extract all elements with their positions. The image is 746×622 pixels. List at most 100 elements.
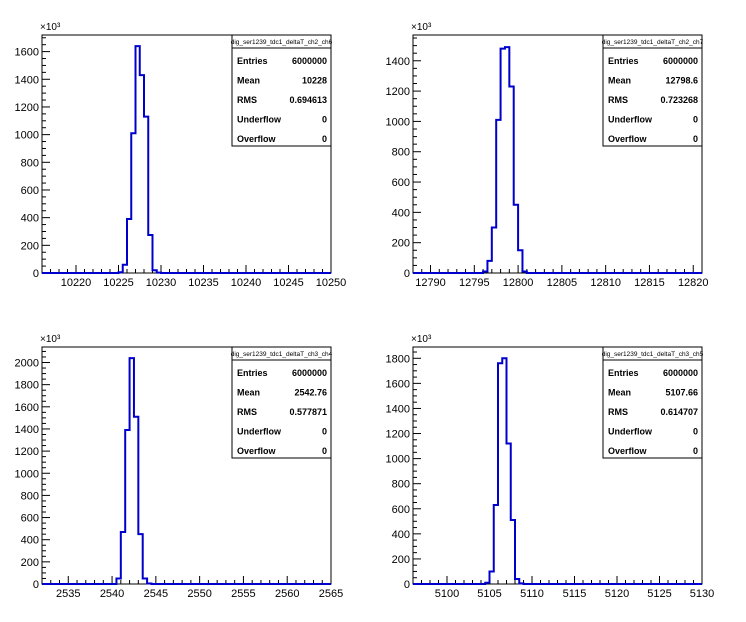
y-tick-label: 1000 (15, 130, 39, 142)
histogram-bin (140, 75, 144, 273)
histogram-bin (519, 583, 523, 584)
stats-label: Entries (608, 368, 639, 378)
stats-box: dig_ser1239_tdc1_deltaT_ch3_ch4 Entries 60… (231, 346, 333, 459)
histogram-bin (505, 47, 509, 273)
histogram-bin (123, 265, 127, 273)
y-tick-label: 0 (33, 268, 39, 280)
x-tick-label: 2560 (275, 588, 299, 600)
x-tick-label: 10230 (146, 277, 177, 289)
stats-box: dig_ser1239_tdc1_deltaT_ch2_ch7 Entries 60… (602, 34, 704, 147)
stats-value: 0 (693, 134, 698, 144)
y-tick-label: 1400 (15, 74, 39, 86)
y-tick-label: 600 (21, 513, 39, 525)
x-tick-label: 10235 (188, 277, 219, 289)
y-tick-label: 200 (392, 238, 410, 250)
histogram-bin (136, 46, 140, 273)
stats-value: 0 (693, 446, 698, 456)
x-tick-label: 2535 (56, 588, 80, 600)
stats-value: 0 (322, 446, 327, 456)
stats-label: RMS (237, 407, 257, 417)
x-tick-label: 10240 (231, 277, 262, 289)
stats-label: Underflow (608, 115, 653, 125)
x-tick-label: 2555 (231, 588, 255, 600)
stats-box-frame (602, 346, 703, 459)
histogram-pad-2: 12790 12795 12800 12805 12810 12815 12820 0 200 4… (386, 22, 709, 289)
x-tick-label: 5125 (647, 588, 671, 600)
y-tick-label: 1000 (386, 454, 410, 466)
stats-box-frame (231, 346, 332, 459)
histogram-bin (502, 358, 506, 584)
stats-label: Mean (237, 76, 260, 86)
y-tick-label: 1800 (386, 353, 410, 365)
stats-value: 6000000 (663, 368, 698, 378)
stats-value: 0.577871 (289, 407, 327, 417)
stats-label: Mean (237, 388, 260, 398)
histogram-pad-1: 10220 10225 10230 10235 10240 10245 10250 0 200 4… (15, 22, 347, 289)
stats-title: dig_ser1239_tdc1_deltaT_ch3_ch5 (602, 351, 704, 358)
y-exponent-label: ×10³ (40, 334, 61, 345)
histogram-bin (507, 444, 511, 584)
histogram-bin (490, 571, 494, 584)
stats-value: 2542.76 (294, 388, 327, 398)
histogram-bin (487, 261, 491, 273)
x-tick-label: 10225 (103, 277, 134, 289)
histogram-bin (147, 583, 151, 584)
histogram-bin (515, 579, 519, 584)
histogram-bin (518, 250, 522, 273)
y-tick-label: 400 (392, 529, 410, 541)
histogram-bin (127, 219, 131, 273)
stats-value: 0 (693, 115, 698, 125)
stats-label: Underflow (237, 427, 282, 437)
stats-label: RMS (237, 95, 257, 105)
histogram-bin (492, 228, 496, 273)
y-tick-label: 400 (392, 207, 410, 219)
stats-title: dig_ser1239_tdc1_deltaT_ch3_ch4 (231, 351, 333, 358)
histogram-bin (483, 271, 487, 273)
x-tick-label: 12795 (459, 277, 490, 289)
stats-value: 6000000 (292, 56, 327, 66)
y-tick-label: 800 (392, 147, 410, 159)
histogram-bin (121, 532, 125, 584)
stats-label: Underflow (237, 115, 282, 125)
histogram-bin (494, 505, 498, 584)
x-tick-label: 10220 (61, 277, 92, 289)
stats-label: RMS (608, 407, 628, 417)
x-tick-label: 12790 (415, 277, 446, 289)
stats-value: 6000000 (292, 368, 327, 378)
y-tick-label: 1600 (15, 402, 39, 414)
y-tick-label: 600 (21, 185, 39, 197)
x-tick-label: 12805 (547, 277, 578, 289)
histogram-pad-3: 2535 2540 2545 2550 2555 2560 2565 0 200 400 600 80… (15, 334, 344, 600)
y-tick-label: 0 (404, 579, 410, 591)
y-tick-label: 800 (21, 157, 39, 169)
y-exponent-label: ×10³ (411, 334, 432, 345)
y-tick-label: 1200 (386, 86, 410, 98)
y-tick-label: 1600 (386, 378, 410, 390)
y-tick-label: 1200 (386, 429, 410, 441)
y-tick-label: 600 (392, 177, 410, 189)
histogram-bin (485, 583, 489, 584)
y-tick-label: 1000 (15, 468, 39, 480)
stats-box-frame (231, 34, 332, 147)
x-tick-label: 12815 (634, 277, 665, 289)
stats-label: Overflow (608, 446, 648, 456)
stats-value: 0.694613 (289, 95, 327, 105)
stats-box: dig_ser1239_tdc1_deltaT_ch3_ch5 Entries 60… (602, 346, 704, 459)
histogram-bin (116, 578, 120, 584)
histogram-bin (148, 235, 152, 273)
x-tick-label: 2565 (319, 588, 343, 600)
histogram-outline (42, 357, 331, 585)
x-tick-label: 5110 (520, 588, 544, 600)
stats-value: 0.614707 (660, 407, 698, 417)
stats-title: dig_ser1239_tdc1_deltaT_ch2_ch7 (602, 39, 704, 46)
histogram-bin (153, 270, 157, 273)
stats-label: Entries (237, 56, 268, 66)
histogram-bin (144, 117, 148, 273)
x-tick-label: 5100 (435, 588, 459, 600)
x-tick-label: 2540 (100, 588, 124, 600)
histogram-bin (134, 417, 138, 584)
histogram-bin (522, 271, 526, 273)
y-tick-label: 1400 (386, 56, 410, 68)
y-tick-label: 600 (392, 504, 410, 516)
stats-label: RMS (608, 95, 628, 105)
